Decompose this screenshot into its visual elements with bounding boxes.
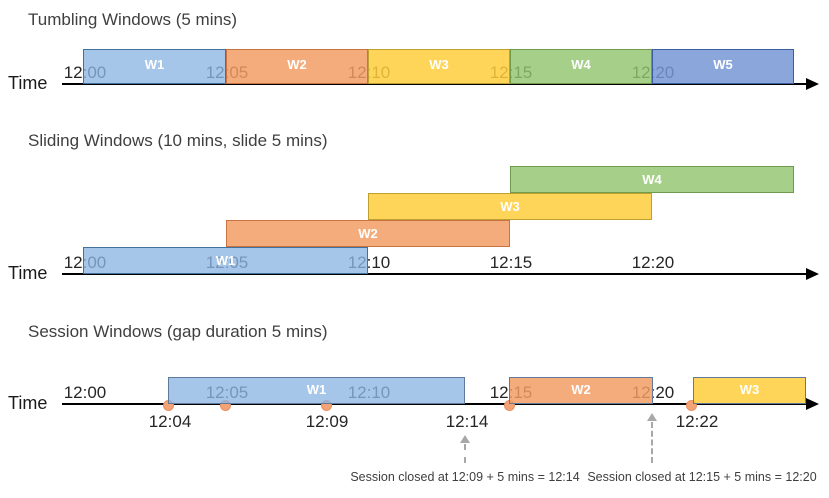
- event-dot-icon: [685, 399, 697, 411]
- window-w4-box: W4: [510, 166, 794, 193]
- time-axis-caption: Time: [8, 73, 48, 93]
- time-axis: [62, 403, 806, 405]
- axis-arrowhead-icon: [806, 398, 819, 410]
- axis-arrowhead-icon: [806, 268, 819, 280]
- window-label: W4: [571, 57, 591, 72]
- section-title-tumbling-windows: Tumbling Windows (5 mins): [28, 10, 238, 29]
- window-label: W1: [215, 253, 236, 268]
- section-title-session-windows: Session Windows (gap duration 5 mins): [28, 322, 328, 341]
- event-time-label: 12:22: [675, 412, 719, 431]
- window-w3-box: W3: [368, 49, 510, 84]
- window-w1-box: W1: [83, 247, 368, 274]
- window-label: W3: [500, 199, 520, 214]
- window-w1-box: W1: [83, 49, 226, 84]
- dashed-up-arrow-icon: [460, 435, 470, 443]
- time-axis: [62, 83, 806, 85]
- axis-tick-label: 12:15: [489, 253, 533, 272]
- window-w2-box: W2: [509, 377, 653, 404]
- time-axis: [62, 273, 806, 275]
- section-title-sliding-windows: Sliding Windows (10 mins, slide 5 mins): [28, 131, 328, 150]
- window-label: W3: [739, 382, 760, 397]
- event-time-label: 12:14: [445, 412, 489, 431]
- window-w4-box: W4: [510, 49, 652, 84]
- event-time-label: 12:04: [148, 412, 192, 431]
- session-closed-annotation: Session closed at 12:09 + 5 mins = 12:14: [350, 470, 580, 484]
- axis-tick-label: 12:20: [631, 253, 675, 272]
- event-time-label: 12:09: [305, 412, 349, 431]
- window-label: W2: [358, 226, 378, 241]
- window-w3-box: W3: [368, 193, 652, 220]
- axis-arrowhead-icon: [806, 78, 819, 90]
- session-closed-annotation: Session closed at 12:15 + 5 mins = 12:20: [587, 470, 817, 484]
- window-label: W4: [642, 172, 662, 187]
- window-w3-box: W3: [693, 377, 806, 404]
- time-axis-caption: Time: [8, 393, 48, 413]
- window-label: W5: [713, 57, 733, 72]
- dashed-arrow-line: [651, 422, 653, 463]
- window-label: W1: [306, 382, 327, 397]
- window-w5-box: W5: [652, 49, 794, 84]
- window-label: W2: [287, 57, 307, 72]
- axis-tick-label: 12:00: [63, 383, 107, 402]
- time-axis-caption: Time: [8, 263, 48, 283]
- window-label: W2: [571, 382, 591, 397]
- window-label: W1: [144, 57, 165, 72]
- dashed-arrow-line: [464, 444, 466, 463]
- window-label: W3: [429, 57, 449, 72]
- window-w1-box: W1: [168, 377, 465, 404]
- window-w2-box: W2: [226, 49, 368, 84]
- dashed-up-arrow-icon: [647, 413, 657, 421]
- window-w2-box: W2: [226, 220, 510, 247]
